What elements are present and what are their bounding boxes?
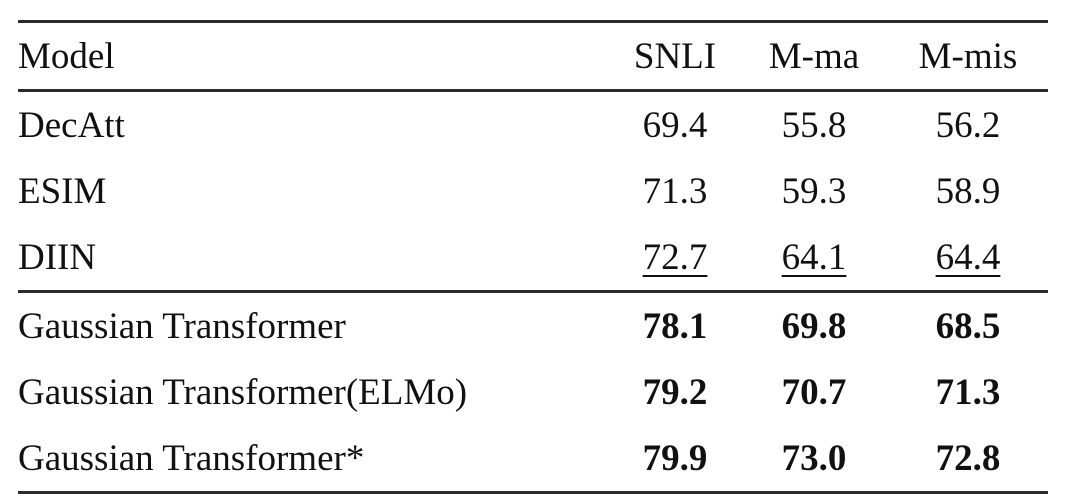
column-header-model: Model	[18, 20, 610, 92]
table-header-row: Model SNLI M-ma M-mis	[18, 20, 1048, 92]
snli-value: 69.4	[642, 104, 708, 146]
table-row-esim: ESIM 71.3 59.3 58.9	[18, 158, 1048, 224]
m-mis-value: 58.9	[935, 170, 1001, 212]
m-mis-value: 64.4	[888, 224, 1048, 293]
m-mis-value: 71.3	[935, 371, 1001, 413]
column-header-snli: SNLI	[610, 20, 740, 92]
table-row-gaussian-transformer-elmo: Gaussian Transformer(ELMo) 79.2 70.7 71.…	[18, 359, 1048, 425]
model-name: DIIN	[18, 224, 610, 293]
m-mis-value: 68.5	[935, 305, 1001, 347]
m-ma-value: 59.3	[781, 170, 847, 212]
table-row-gaussian-transformer-star: Gaussian Transformer* 79.9 73.0 72.8	[18, 425, 1048, 494]
model-name: ESIM	[18, 170, 107, 212]
snli-value: 71.3	[642, 170, 708, 212]
snli-value: 79.9	[610, 425, 740, 494]
snli-value: 79.2	[642, 371, 708, 413]
m-ma-value: 64.1	[740, 224, 888, 293]
snli-value: 78.1	[642, 305, 708, 347]
model-name: Gaussian Transformer*	[18, 425, 610, 494]
m-ma-value: 55.8	[781, 104, 847, 146]
m-mis-value: 56.2	[935, 104, 1001, 146]
m-ma-value: 73.0	[740, 425, 888, 494]
table-row-diin: DIIN 72.7 64.1 64.4	[18, 224, 1048, 293]
results-table: Model SNLI M-ma M-mis DecAtt 69.4 55.8 5…	[18, 20, 1048, 494]
model-name: Gaussian Transformer	[18, 305, 346, 347]
m-mis-value: 72.8	[888, 425, 1048, 494]
m-ma-value: 70.7	[781, 371, 847, 413]
model-name: DecAtt	[18, 104, 125, 146]
column-header-m-mis: M-mis	[888, 20, 1048, 92]
table-row-decatt: DecAtt 69.4 55.8 56.2	[18, 91, 1048, 159]
column-header-m-ma: M-ma	[740, 20, 888, 92]
m-ma-value: 69.8	[781, 305, 847, 347]
table-row-gaussian-transformer: Gaussian Transformer 78.1 69.8 68.5	[18, 292, 1048, 360]
results-table-container: Model SNLI M-ma M-mis DecAtt 69.4 55.8 5…	[18, 20, 1048, 494]
model-name: Gaussian Transformer(ELMo)	[18, 371, 468, 413]
snli-value: 72.7	[610, 224, 740, 293]
